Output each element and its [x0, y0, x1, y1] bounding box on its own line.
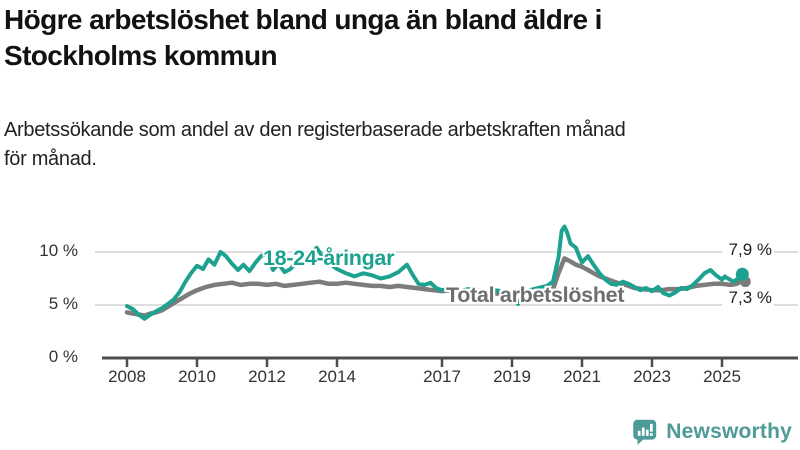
chart-canvas — [95, 224, 798, 367]
newsworthy-logo-icon — [633, 419, 657, 445]
chart-subtitle-line-2: för månad. — [4, 148, 97, 170]
brand-name: Newsworthy — [666, 419, 792, 443]
page-title: Högre arbetslöshet bland unga än bland ä… — [4, 2, 796, 74]
chart-subtitle: Arbetssökande som andel av den registerb… — [4, 116, 784, 174]
page-title-line-1: Högre arbetslöshet bland unga än bland ä… — [4, 4, 602, 35]
series-line-youth — [125, 224, 745, 321]
unemployment-line-chart: 2008 2010 2012 2014 2017 2019 2021 2023 2025 10 %… — [0, 200, 800, 400]
page-title-line-2: Stockholms kommun — [4, 40, 278, 71]
newsworthy-brand-link[interactable]: Newsworthy — [631, 418, 792, 445]
chart-subtitle-line-1: Arbetssökande som andel av den registerb… — [4, 119, 626, 141]
series-end-dot-youth — [735, 267, 749, 281]
